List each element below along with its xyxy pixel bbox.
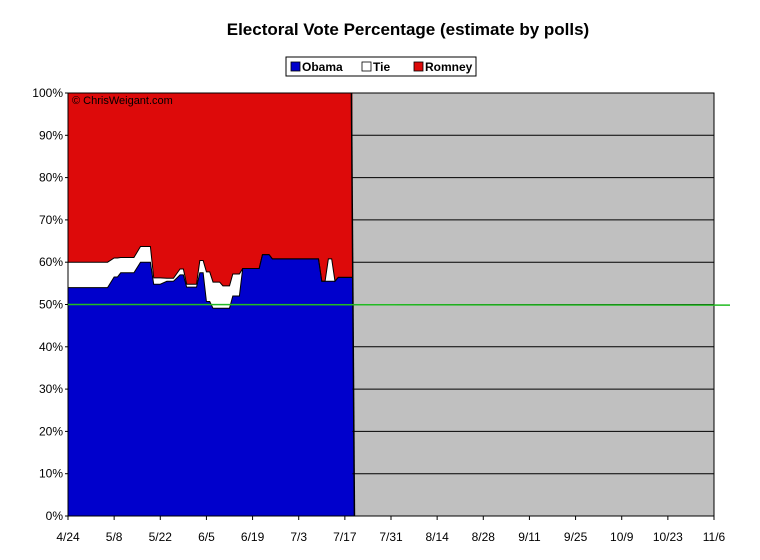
x-tick-label: 9/11	[518, 530, 541, 544]
x-tick-label: 8/14	[425, 530, 449, 544]
y-tick-label: 0%	[46, 509, 64, 523]
x-axis: 4/24 5/8 5/22 6/5 6/19 7/3 7/17 7/31 8/14 8/28 9/1…	[56, 516, 726, 544]
y-tick-label: 20%	[39, 424, 63, 438]
legend: Obama Tie Romney	[285, 56, 477, 77]
x-tick-label: 11/6	[703, 530, 726, 544]
romney-area	[68, 93, 353, 286]
legend-label-obama: Obama	[302, 60, 343, 74]
y-tick-label: 30%	[39, 382, 63, 396]
x-tick-label: 5/22	[149, 530, 173, 544]
x-tick-label: 10/23	[653, 530, 683, 544]
x-tick-label: 8/28	[472, 530, 496, 544]
y-tick-label: 70%	[39, 213, 63, 227]
y-tick-label: 10%	[39, 467, 63, 481]
legend-swatch-obama	[290, 61, 301, 72]
x-tick-label: 7/3	[290, 530, 307, 544]
legend-label-romney: Romney	[425, 60, 473, 74]
y-tick-label: 60%	[39, 255, 63, 269]
x-tick-label: 10/9	[610, 530, 634, 544]
x-tick-label: 7/17	[333, 530, 357, 544]
x-tick-label: 7/31	[379, 530, 403, 544]
obama-boundary-line	[68, 254, 353, 309]
legend-box	[285, 56, 477, 77]
y-axis: 0% 10% 20% 30% 40% 50% 60% 70% 80% 90% 100%	[32, 86, 68, 523]
obama-area	[68, 254, 355, 516]
legend-swatch-romney	[413, 61, 424, 72]
x-tick-label: 6/19	[241, 530, 265, 544]
chart-title: Electoral Vote Percentage (estimate by p…	[227, 20, 589, 39]
fifty-percent-line	[67, 303, 731, 306]
y-tick-label: 90%	[39, 128, 63, 142]
legend-label-tie: Tie	[373, 60, 390, 74]
x-tick-label: 9/25	[564, 530, 588, 544]
y-tick-label: 100%	[32, 86, 63, 100]
copyright-notice: © ChrisWeigant.com	[72, 95, 173, 107]
x-tick-label: 5/8	[106, 530, 123, 544]
y-tick-label: 40%	[39, 340, 63, 354]
legend-swatch-tie	[361, 61, 372, 72]
x-tick-label: 6/5	[198, 530, 215, 544]
gridlines	[352, 134, 714, 475]
y-tick-label: 50%	[39, 298, 63, 312]
y-tick-label: 80%	[39, 171, 63, 185]
x-tick-label: 4/24	[56, 530, 80, 544]
